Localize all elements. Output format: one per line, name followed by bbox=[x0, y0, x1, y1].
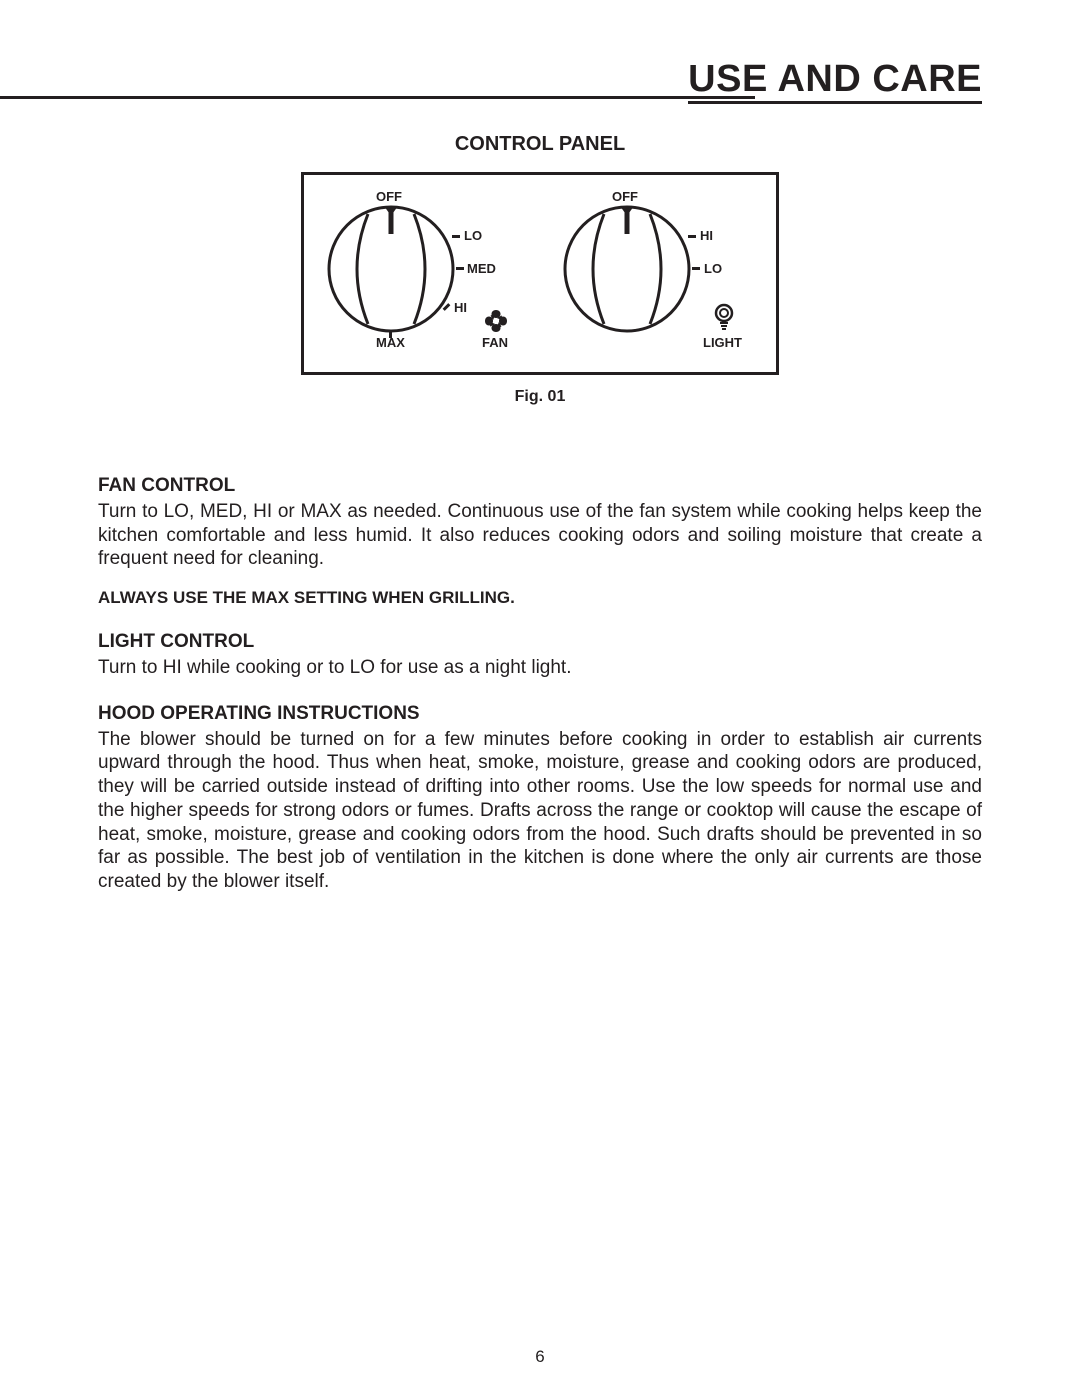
page-number: 6 bbox=[0, 1347, 1080, 1367]
knob-label-max: MAX bbox=[376, 335, 405, 350]
hood-instructions-heading: HOOD OPERATING INSTRUCTIONS bbox=[98, 702, 982, 726]
light-control-body: Turn to HI while cooking or to LO for us… bbox=[98, 656, 982, 680]
knob-label-lo: LO bbox=[464, 228, 482, 243]
control-panel-diagram: OFF LO MED HI MAX FAN OFF H bbox=[301, 172, 779, 375]
section-subtitle: CONTROL PANEL bbox=[0, 133, 1080, 156]
fan-control-body: Turn to LO, MED, HI or MAX as needed. Co… bbox=[98, 500, 982, 571]
figure-caption: Fig. 01 bbox=[0, 388, 1080, 406]
title-rule bbox=[0, 96, 755, 99]
body-text: FAN CONTROL Turn to LO, MED, HI or MAX a… bbox=[98, 474, 982, 894]
knob-label-med: MED bbox=[467, 261, 496, 276]
tick bbox=[456, 267, 464, 270]
fan-knob bbox=[326, 204, 456, 334]
light-control-heading: LIGHT CONTROL bbox=[98, 630, 982, 654]
knob-label-hi: HI bbox=[454, 300, 467, 315]
knob-label-off: OFF bbox=[376, 189, 402, 204]
knob-label-hi: HI bbox=[700, 228, 713, 243]
fan-icon-label: FAN bbox=[482, 335, 508, 350]
light-knob bbox=[562, 204, 692, 334]
page-title: USE AND CARE bbox=[688, 58, 982, 104]
light-icon-label: LIGHT bbox=[703, 335, 742, 350]
knob-label-lo: LO bbox=[704, 261, 722, 276]
knob-label-off: OFF bbox=[612, 189, 638, 204]
fan-control-heading: FAN CONTROL bbox=[98, 474, 982, 498]
lightbulb-icon bbox=[712, 303, 736, 333]
hood-instructions-body: The blower should be turned on for a few… bbox=[98, 728, 982, 894]
tick bbox=[452, 235, 460, 238]
document-page: USE AND CARE CONTROL PANEL OFF LO MED HI… bbox=[0, 0, 1080, 1397]
tick bbox=[692, 267, 700, 270]
fan-control-note: ALWAYS USE THE MAX SETTING WHEN GRILLING… bbox=[98, 587, 982, 608]
tick bbox=[688, 235, 696, 238]
fan-icon bbox=[483, 308, 509, 334]
